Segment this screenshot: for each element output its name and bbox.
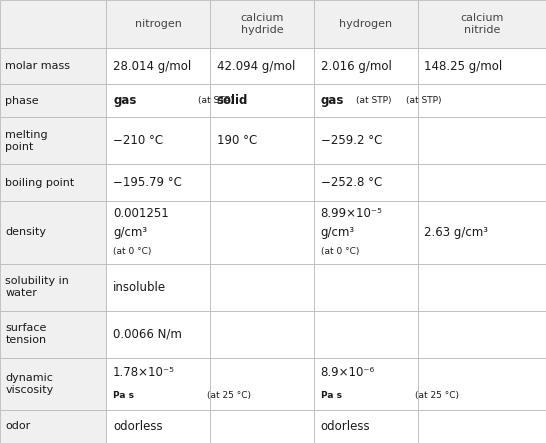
Bar	[210, 84, 314, 117]
Bar	[210, 164, 314, 201]
Text: 8.9×10⁻⁶: 8.9×10⁻⁶	[321, 366, 375, 379]
Bar	[106, 84, 210, 117]
Text: insoluble: insoluble	[113, 281, 166, 294]
Bar	[106, 264, 210, 311]
Text: 1.78×10⁻⁵: 1.78×10⁻⁵	[113, 366, 175, 379]
Bar	[106, 0, 210, 48]
Text: (at STP): (at STP)	[406, 97, 441, 105]
Bar	[106, 164, 210, 201]
Text: (at 0 °C): (at 0 °C)	[321, 247, 359, 256]
Text: −252.8 °C: −252.8 °C	[321, 176, 382, 189]
Bar	[210, 117, 314, 164]
Text: (at 25 °C): (at 25 °C)	[198, 391, 251, 400]
Bar	[418, 164, 546, 201]
Bar	[314, 0, 418, 48]
Bar	[418, 48, 546, 84]
Text: melting
point: melting point	[5, 130, 48, 152]
Bar	[314, 410, 418, 443]
Text: (at 25 °C): (at 25 °C)	[406, 391, 459, 400]
Bar	[418, 311, 546, 358]
Text: 28.014 g/mol: 28.014 g/mol	[113, 60, 191, 73]
Bar	[418, 201, 546, 264]
Text: (at 0 °C): (at 0 °C)	[113, 247, 151, 256]
Bar	[314, 84, 418, 117]
Bar	[0, 264, 106, 311]
Text: solid: solid	[217, 94, 248, 107]
Bar	[0, 117, 106, 164]
Text: phase: phase	[5, 96, 39, 106]
Text: density: density	[5, 227, 46, 237]
Text: 8.99×10⁻⁵: 8.99×10⁻⁵	[321, 206, 382, 220]
Bar	[418, 117, 546, 164]
Bar	[314, 201, 418, 264]
Bar	[210, 264, 314, 311]
Text: (at STP): (at STP)	[356, 97, 391, 105]
Bar	[106, 201, 210, 264]
Bar	[314, 48, 418, 84]
Bar	[418, 84, 546, 117]
Bar	[210, 0, 314, 48]
Bar	[0, 358, 106, 410]
Bar	[106, 410, 210, 443]
Text: 190 °C: 190 °C	[217, 134, 257, 148]
Text: odorless: odorless	[321, 420, 370, 433]
Bar	[106, 48, 210, 84]
Text: dynamic
viscosity: dynamic viscosity	[5, 373, 54, 395]
Bar	[418, 358, 546, 410]
Bar	[0, 0, 106, 48]
Text: gas: gas	[321, 94, 344, 107]
Bar	[106, 117, 210, 164]
Text: −210 °C: −210 °C	[113, 134, 163, 148]
Text: −195.79 °C: −195.79 °C	[113, 176, 182, 189]
Text: 0.001251: 0.001251	[113, 206, 169, 220]
Bar	[418, 0, 546, 48]
Bar	[0, 311, 106, 358]
Text: Pa s: Pa s	[321, 391, 341, 400]
Bar	[314, 264, 418, 311]
Text: gas: gas	[113, 94, 136, 107]
Text: calcium
hydride: calcium hydride	[240, 13, 284, 35]
Text: 42.094 g/mol: 42.094 g/mol	[217, 60, 295, 73]
Bar	[0, 84, 106, 117]
Bar	[0, 164, 106, 201]
Text: g/cm³: g/cm³	[113, 225, 147, 239]
Text: 0.0066 N/m: 0.0066 N/m	[113, 328, 182, 341]
Bar	[0, 201, 106, 264]
Text: −259.2 °C: −259.2 °C	[321, 134, 382, 148]
Bar	[314, 117, 418, 164]
Text: g/cm³: g/cm³	[321, 225, 355, 239]
Text: calcium
nitride: calcium nitride	[460, 13, 503, 35]
Text: boiling point: boiling point	[5, 178, 75, 187]
Text: molar mass: molar mass	[5, 61, 70, 71]
Bar	[106, 358, 210, 410]
Text: odorless: odorless	[113, 420, 163, 433]
Bar	[210, 410, 314, 443]
Text: (at STP): (at STP)	[198, 97, 234, 105]
Bar	[314, 358, 418, 410]
Bar	[418, 264, 546, 311]
Text: surface
tension: surface tension	[5, 323, 47, 345]
Text: odor: odor	[5, 421, 31, 431]
Text: 148.25 g/mol: 148.25 g/mol	[424, 60, 502, 73]
Bar	[418, 410, 546, 443]
Bar	[314, 164, 418, 201]
Bar	[210, 311, 314, 358]
Bar	[210, 48, 314, 84]
Bar	[0, 48, 106, 84]
Text: 2.63 g/cm³: 2.63 g/cm³	[424, 225, 488, 239]
Text: 2.016 g/mol: 2.016 g/mol	[321, 60, 391, 73]
Text: solubility in
water: solubility in water	[5, 276, 69, 298]
Text: nitrogen: nitrogen	[135, 19, 182, 29]
Bar	[210, 201, 314, 264]
Text: Pa s: Pa s	[113, 391, 134, 400]
Bar	[106, 311, 210, 358]
Bar	[0, 410, 106, 443]
Text: hydrogen: hydrogen	[339, 19, 393, 29]
Bar	[210, 358, 314, 410]
Bar	[314, 311, 418, 358]
